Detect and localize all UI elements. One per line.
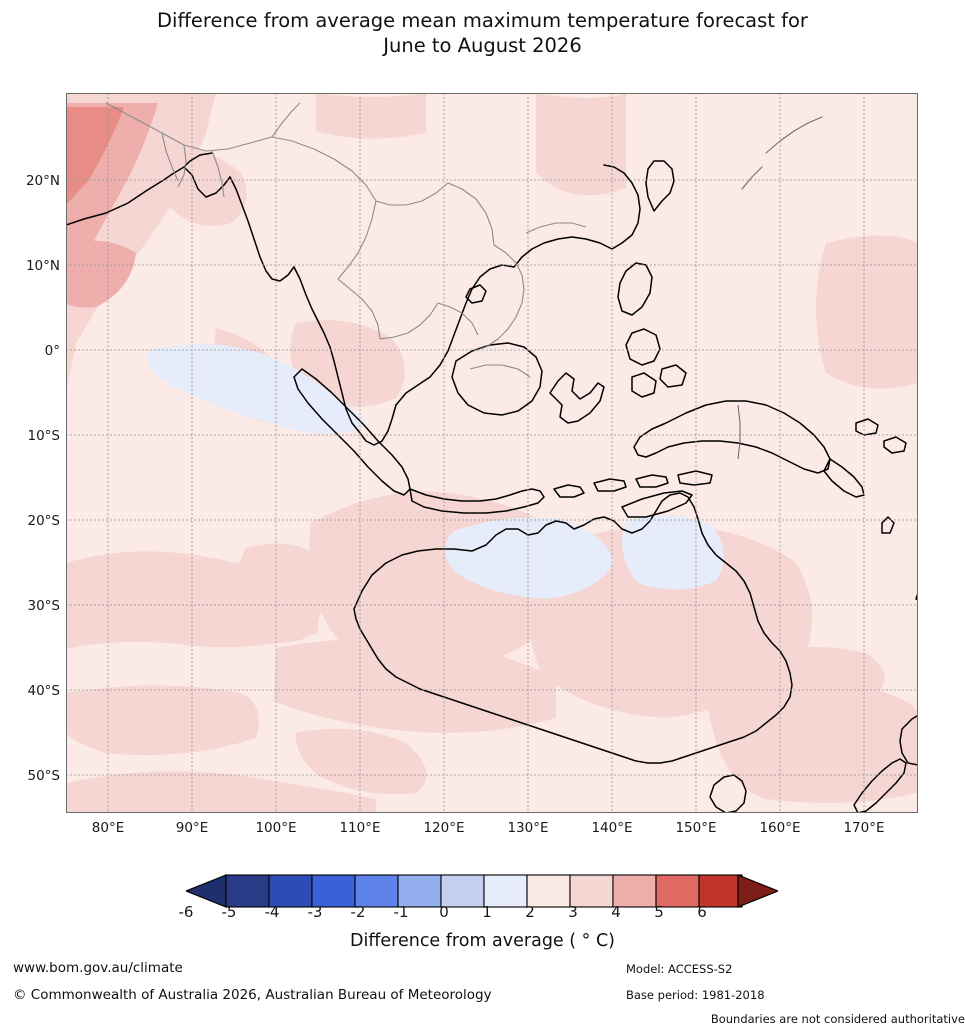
footer-copyright: © Commonwealth of Australia 2026, Austra… bbox=[13, 987, 492, 1003]
colorbar-tick-3: 3 bbox=[568, 903, 578, 921]
x-tick-80E: 80°E bbox=[91, 820, 125, 836]
colorbar[interactable] bbox=[186, 874, 778, 908]
anomaly-band-minus1-0 bbox=[147, 343, 724, 599]
colorbar-tick--5: -5 bbox=[221, 903, 237, 921]
x-tick-110E: 110°E bbox=[339, 820, 381, 836]
x-tick-90E: 90°E bbox=[175, 820, 209, 836]
colorbar-over-arrow bbox=[737, 874, 778, 908]
y-tick-10S: 10°S bbox=[27, 428, 61, 444]
y-tick-50S: 50°S bbox=[27, 768, 61, 784]
map-gridlines bbox=[66, 93, 918, 813]
footer-base-period: Base period: 1981-2018 bbox=[626, 988, 765, 1002]
x-tick-140E: 140°E bbox=[591, 820, 633, 836]
colorbar-bands bbox=[225, 874, 743, 908]
x-tick-150E: 150°E bbox=[675, 820, 717, 836]
x-tick-120E: 120°E bbox=[423, 820, 465, 836]
x-tick-130E: 130°E bbox=[507, 820, 549, 836]
colorbar-tick-0: 0 bbox=[439, 903, 449, 921]
y-tick-20N: 20°N bbox=[25, 173, 60, 189]
footer-website[interactable]: www.bom.gov.au/climate bbox=[13, 960, 183, 976]
y-tick-30S: 30°S bbox=[27, 598, 61, 614]
colorbar-tick--3: -3 bbox=[307, 903, 323, 921]
colorbar-tick--1: -1 bbox=[393, 903, 409, 921]
y-tick-0: 0° bbox=[44, 343, 60, 359]
colorbar-tick-2: 2 bbox=[525, 903, 535, 921]
anomaly-map[interactable] bbox=[66, 93, 918, 813]
title-line-1: Difference from average mean maximum tem… bbox=[157, 9, 808, 32]
coastlines bbox=[66, 116, 918, 813]
colorbar-tick-6: 6 bbox=[697, 903, 707, 921]
colorbar-tick--2: -2 bbox=[350, 903, 366, 921]
y-tick-10N: 10°N bbox=[25, 258, 60, 274]
footer-model: Model: ACCESS-S2 bbox=[626, 962, 733, 976]
footer-disclaimer: Boundaries are not considered authoritat… bbox=[710, 1012, 965, 1026]
colorbar-tick--4: -4 bbox=[264, 903, 280, 921]
colorbar-tick--6: -6 bbox=[178, 903, 194, 921]
x-tick-170E: 170°E bbox=[843, 820, 885, 836]
colorbar-tick-1: 1 bbox=[482, 903, 492, 921]
anomaly-band-3-4 bbox=[66, 107, 124, 205]
x-tick-160E: 160°E bbox=[759, 820, 801, 836]
colorbar-tick-5: 5 bbox=[654, 903, 664, 921]
country-borders bbox=[105, 102, 741, 460]
title-line-2: June to August 2026 bbox=[383, 34, 582, 57]
colorbar-tick-4: 4 bbox=[611, 903, 621, 921]
y-tick-40S: 40°S bbox=[27, 683, 61, 699]
y-tick-20S: 20°S bbox=[27, 513, 61, 529]
colorbar-label: Difference from average ( ° C) bbox=[349, 931, 616, 951]
page-title: Difference from average mean maximum tem… bbox=[0, 8, 965, 58]
x-tick-100E: 100°E bbox=[255, 820, 297, 836]
